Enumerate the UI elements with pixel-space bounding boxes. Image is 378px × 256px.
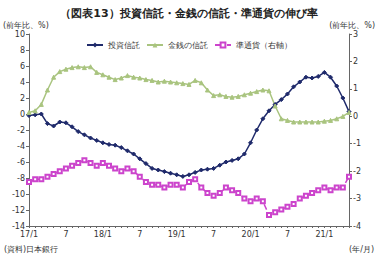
svg-text:0: 0 — [20, 110, 25, 119]
svg-text:17/1: 17/1 — [20, 230, 38, 239]
svg-text:-8: -8 — [17, 174, 25, 183]
svg-text:-10: -10 — [12, 190, 25, 199]
svg-text:21/1: 21/1 — [315, 230, 333, 239]
svg-text:2: 2 — [353, 57, 358, 66]
svg-text:-2: -2 — [353, 167, 361, 176]
svg-text:6: 6 — [20, 62, 25, 71]
svg-text:8: 8 — [20, 46, 25, 55]
svg-text:(前年比、%): (前年比、%) — [3, 21, 49, 30]
svg-text:4: 4 — [20, 78, 25, 87]
svg-text:7: 7 — [211, 230, 216, 239]
svg-text:-14: -14 — [11, 221, 25, 231]
svg-text:-2: -2 — [17, 126, 25, 135]
svg-text:2: 2 — [20, 94, 25, 103]
svg-text:-1: -1 — [353, 139, 361, 148]
svg-text:-12: -12 — [12, 206, 25, 215]
svg-text:（図表13）投資信託・金銭の信託・準通貨の伸び率: （図表13）投資信託・金銭の信託・準通貨の伸び率 — [60, 7, 317, 20]
svg-text:3: 3 — [353, 30, 358, 39]
svg-text:20/1: 20/1 — [242, 230, 260, 239]
svg-text:-4: -4 — [17, 142, 25, 151]
svg-text:金銭の信託: 金銭の信託 — [168, 41, 208, 50]
svg-text:(資料)日本銀行: (資料)日本銀行 — [4, 245, 58, 254]
svg-text:準通貨（右軸）: 準通貨（右軸） — [236, 41, 292, 50]
svg-text:-3: -3 — [353, 194, 361, 203]
svg-text:(年/月): (年/月) — [349, 245, 374, 254]
svg-text:投資信託: 投資信託 — [107, 41, 140, 50]
svg-text:19/1: 19/1 — [168, 230, 186, 239]
svg-text:1: 1 — [353, 84, 358, 93]
svg-text:-4: -4 — [353, 222, 361, 231]
svg-text:10: 10 — [15, 30, 25, 39]
svg-text:(前年比、%): (前年比、%) — [329, 21, 375, 30]
svg-text:7: 7 — [285, 230, 290, 239]
svg-text:-6: -6 — [17, 158, 25, 167]
svg-text:18/1: 18/1 — [94, 230, 112, 239]
svg-text:7: 7 — [137, 230, 142, 239]
svg-text:7: 7 — [63, 230, 68, 239]
svg-text:0: 0 — [353, 112, 358, 121]
